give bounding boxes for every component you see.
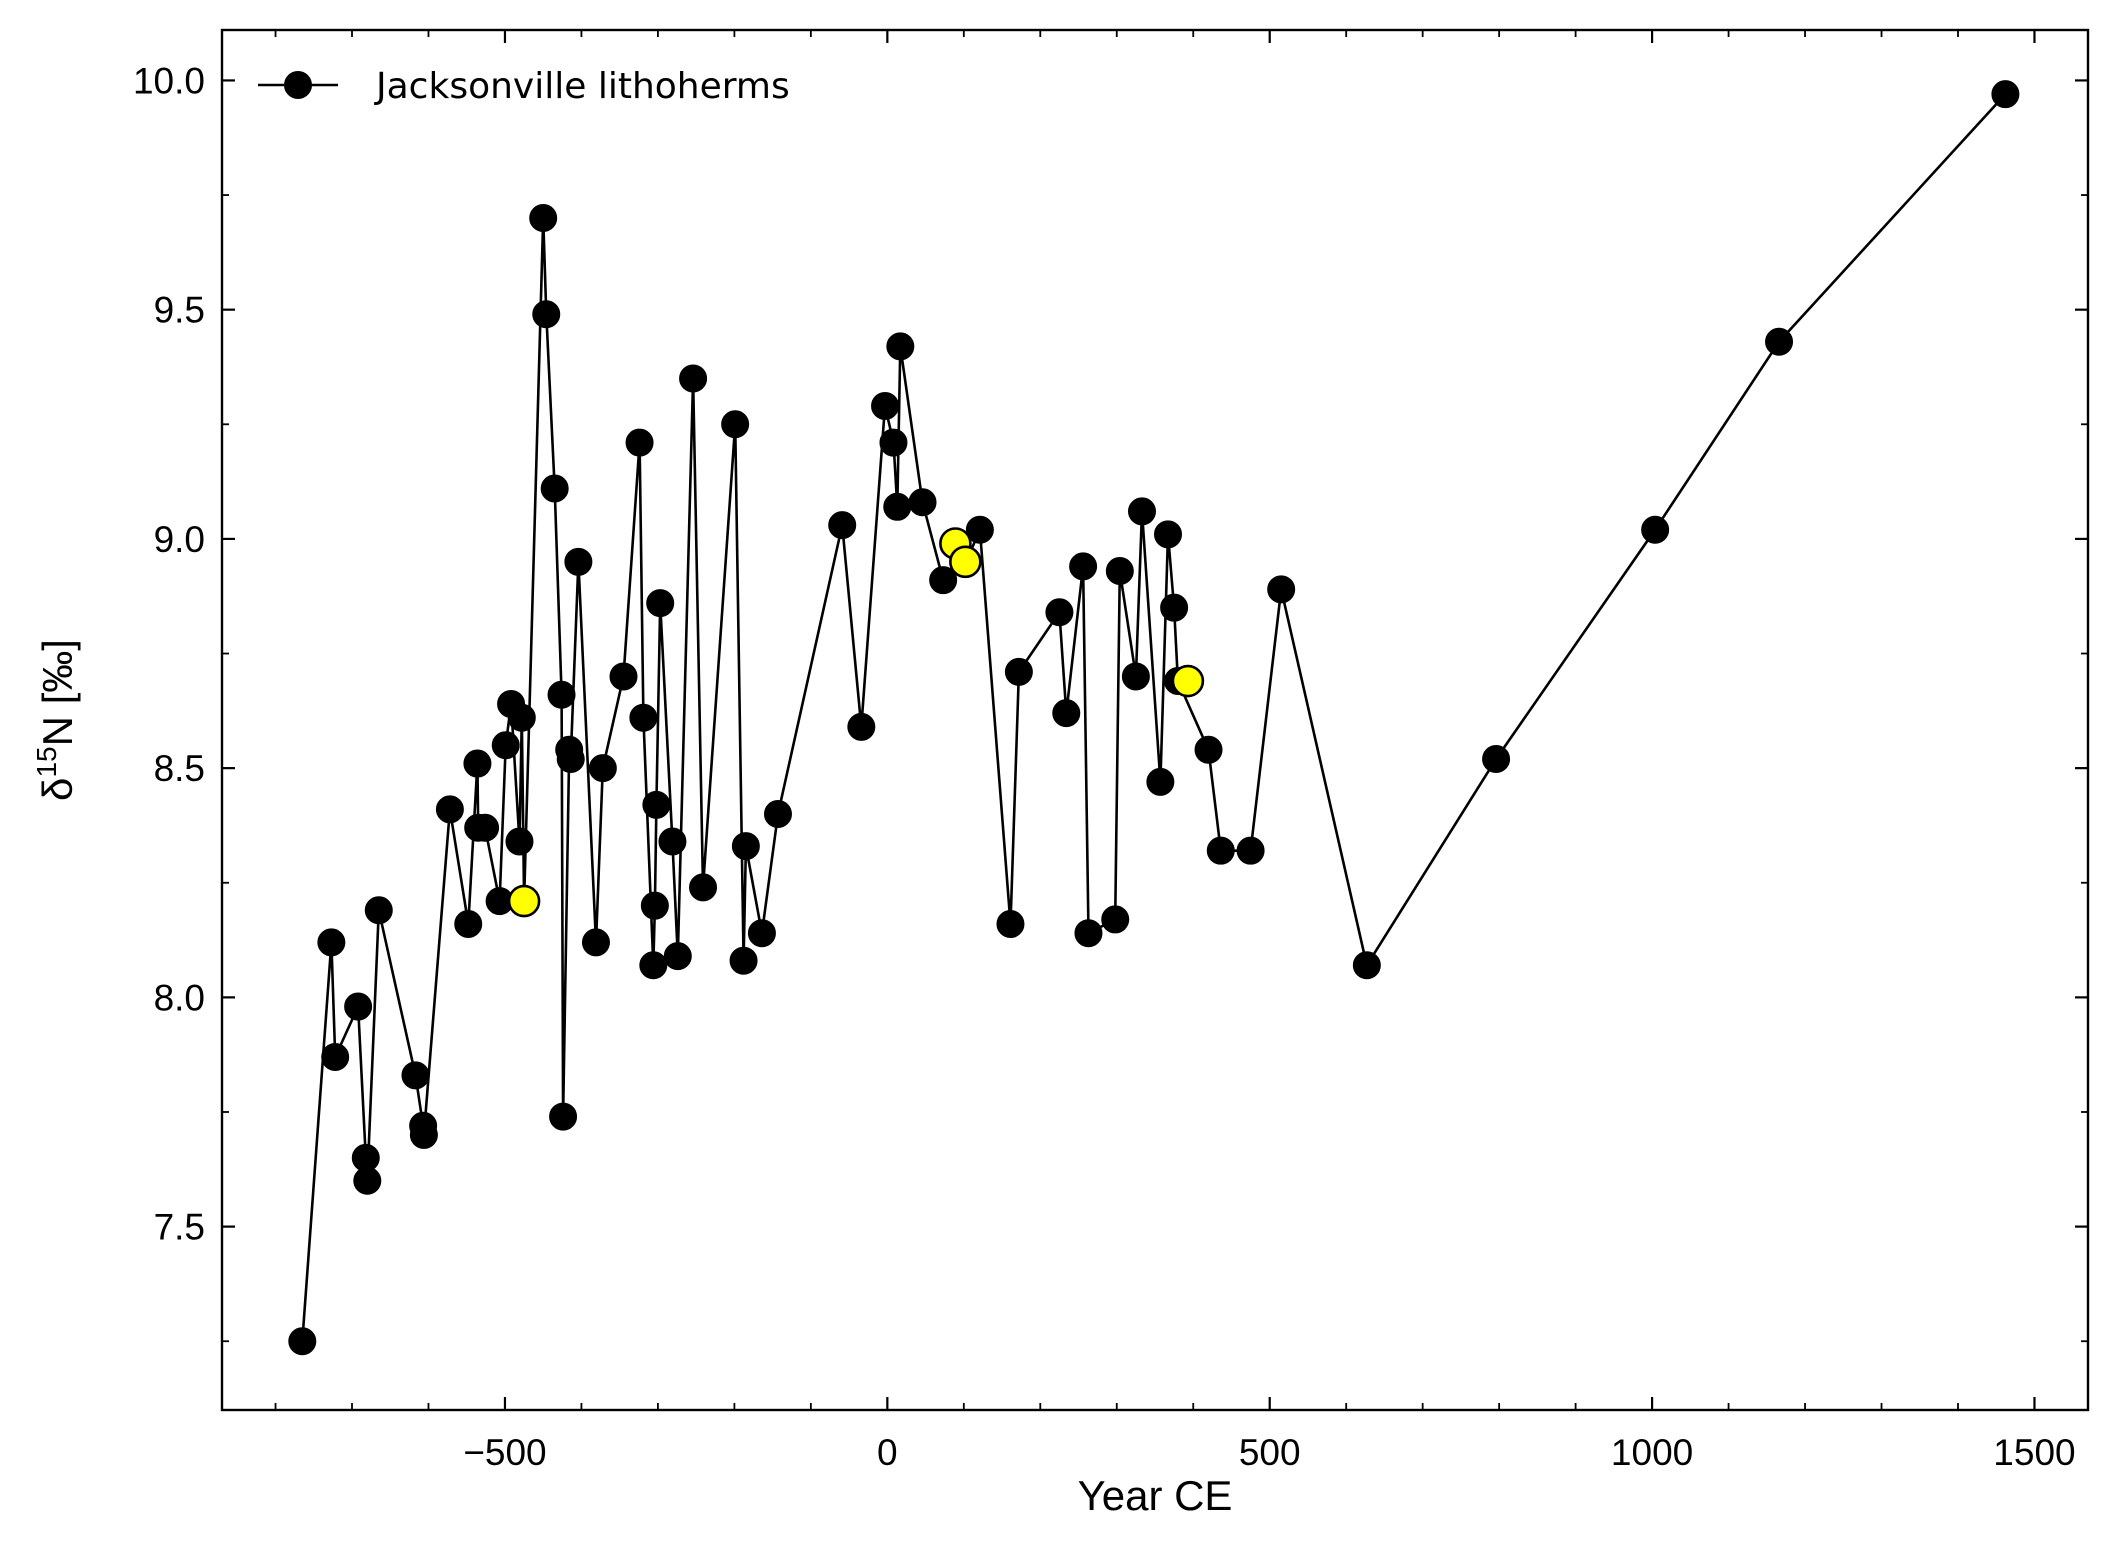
data-point — [1160, 593, 1189, 622]
legend-label: Jacksonville lithoherms — [374, 66, 790, 107]
data-point — [1194, 735, 1223, 764]
data-point — [491, 731, 520, 760]
x-axis-title: Year CE — [1078, 1472, 1233, 1519]
data-point — [1236, 836, 1265, 865]
data-point — [879, 428, 908, 457]
data-point — [629, 703, 658, 732]
data-point — [646, 589, 675, 618]
y-tick-label: 9.0 — [154, 519, 205, 560]
data-point — [1069, 552, 1098, 581]
data-point — [747, 919, 776, 948]
data-point — [1101, 905, 1130, 934]
data-point — [1045, 598, 1074, 627]
data-point — [908, 488, 937, 517]
data-point — [454, 910, 483, 939]
y-tick-label: 8.0 — [154, 977, 205, 1018]
data-point — [549, 1102, 578, 1131]
x-tick-label: −500 — [463, 1432, 546, 1473]
y-axis-title-delta: δ — [34, 778, 81, 801]
data-point — [1004, 657, 1033, 686]
ticks-layer: −500 0 500 1000 1500 7.5 8.0 8.5 9.0 9.5 10.0 — [133, 30, 2088, 1473]
data-point — [532, 300, 561, 329]
data-point — [471, 813, 500, 842]
highlighted-data-point — [1171, 664, 1205, 698]
y-tick-label: 9.5 — [154, 290, 205, 331]
data-point — [547, 680, 576, 709]
legend-marker-sample — [284, 71, 312, 99]
data-point — [1154, 520, 1183, 549]
data-point — [996, 910, 1025, 939]
data-point — [729, 946, 758, 975]
y-axis-title-rest: N [‰] — [34, 639, 81, 746]
data-point — [463, 749, 492, 778]
data-point — [507, 703, 536, 732]
plot-frame — [220, 28, 2090, 1412]
data-point — [642, 790, 671, 819]
data-point — [1482, 744, 1511, 773]
data-point — [1641, 515, 1670, 544]
data-point — [401, 1061, 430, 1090]
data-point — [1991, 80, 2020, 109]
y-tick-label: 7.5 — [154, 1207, 205, 1248]
data-point — [883, 492, 912, 521]
y-tick-label: 8.5 — [154, 748, 205, 789]
data-point — [435, 795, 464, 824]
data-point — [1121, 662, 1150, 691]
data-point — [1127, 497, 1156, 526]
data-point — [847, 712, 876, 741]
data-point — [529, 203, 558, 232]
data-point — [1765, 327, 1794, 356]
data-point — [581, 928, 610, 957]
data-point — [540, 474, 569, 503]
legend: Jacksonville lithoherms — [258, 66, 790, 107]
data-point — [1105, 556, 1134, 585]
data-point — [344, 992, 373, 1021]
data-point — [288, 1327, 317, 1356]
data-point — [609, 662, 638, 691]
data-point — [731, 832, 760, 861]
data-point — [679, 364, 708, 393]
y-tick-label: 10.0 — [133, 60, 205, 101]
data-point — [929, 566, 958, 595]
highlight-layer — [507, 527, 1205, 918]
data-point — [321, 1042, 350, 1071]
data-point — [721, 410, 750, 439]
data-point — [639, 951, 668, 980]
highlighted-data-point — [507, 884, 541, 918]
data-point — [1146, 767, 1175, 796]
x-tick-label: 1000 — [1611, 1432, 1693, 1473]
data-point — [663, 942, 692, 971]
data-point — [1267, 575, 1296, 604]
data-point — [1206, 836, 1235, 865]
data-point — [588, 754, 617, 783]
data-point — [1352, 951, 1381, 980]
data-point — [625, 428, 654, 457]
data-point — [353, 1166, 382, 1195]
data-point — [689, 873, 718, 902]
x-tick-label: 0 — [877, 1432, 898, 1473]
data-point — [658, 827, 687, 856]
data-point — [556, 744, 585, 773]
data-point — [1074, 919, 1103, 948]
data-point — [828, 511, 857, 540]
x-tick-label: 500 — [1239, 1432, 1301, 1473]
data-point — [364, 896, 393, 925]
data-point — [409, 1120, 438, 1149]
y-axis-title: δ15N [‰] — [31, 639, 81, 801]
data-point — [1052, 699, 1081, 728]
data-point — [564, 547, 593, 576]
y-axis-title-superscript: 15 — [31, 746, 62, 777]
data-point — [640, 891, 669, 920]
x-tick-label: 1500 — [1993, 1432, 2075, 1473]
series-layer — [288, 80, 2020, 1356]
highlighted-data-point — [949, 545, 982, 579]
data-point — [763, 799, 792, 828]
data-point — [965, 515, 994, 544]
data-point — [886, 332, 915, 361]
data-point — [505, 827, 534, 856]
data-point — [871, 391, 900, 420]
data-point — [317, 928, 346, 957]
